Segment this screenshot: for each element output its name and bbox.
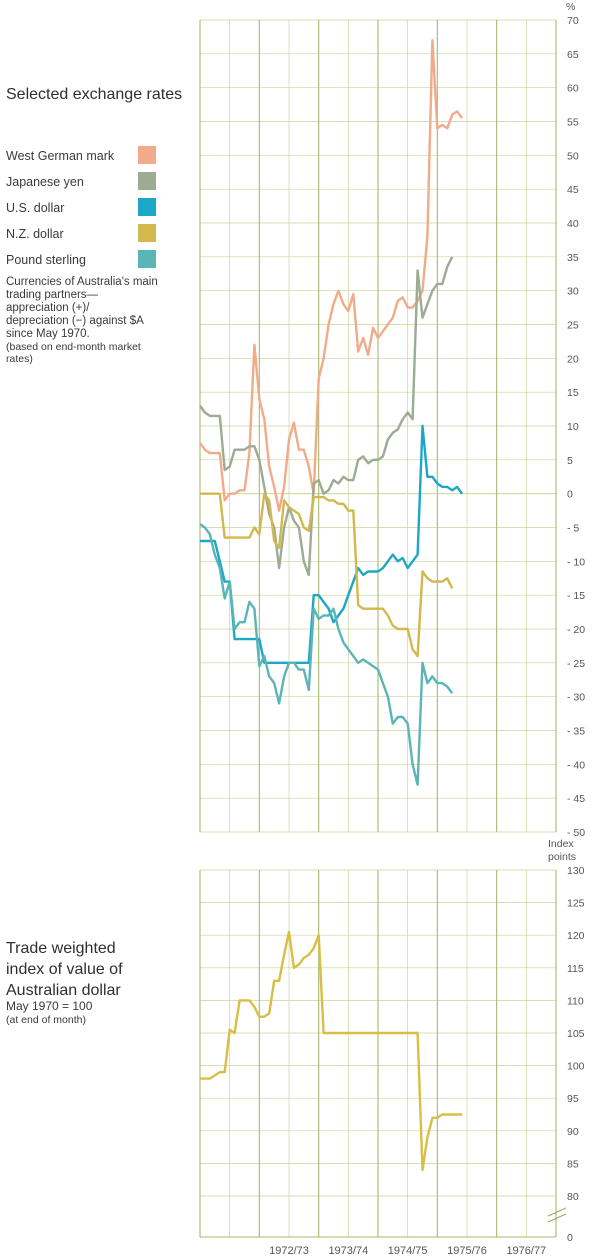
exchange-rates-description: Currencies of Australia's main trading p… <box>6 276 158 365</box>
y-unit-label: % <box>566 1 575 13</box>
legend-label: N.Z. dollar <box>6 227 64 241</box>
index-title-line: index of value of <box>6 961 123 978</box>
y-tick-label: - 20 <box>567 624 585 636</box>
index-title-line: Trade weighted <box>6 940 116 957</box>
y-tick-label: 25 <box>567 320 579 332</box>
x-tick-label: 1976/77 <box>506 1245 546 1257</box>
legend-label: U.S. dollar <box>6 201 65 215</box>
y-tick-label: - 35 <box>567 726 585 738</box>
y-tick-label: 105 <box>567 1028 585 1040</box>
y-tick-label: 20 <box>567 353 579 365</box>
x-tick-label: 1973/74 <box>328 1245 368 1257</box>
exchange-rate-grid <box>199 19 557 833</box>
y-tick-label: - 40 <box>567 759 585 771</box>
x-tick-label: 1974/75 <box>388 1245 428 1257</box>
index-title-line: Australian dollar <box>6 982 121 999</box>
y-tick-label: 40 <box>567 218 579 230</box>
y-tick-label: 10 <box>567 421 579 433</box>
x-tick-label: 1975/76 <box>447 1245 487 1257</box>
series-line <box>199 256 454 577</box>
series-line <box>199 39 464 512</box>
y-tick-label: 55 <box>567 117 579 129</box>
y-tick-label: 70 <box>567 15 579 27</box>
legend-label: Japanese yen <box>6 175 84 189</box>
series-line <box>200 492 454 658</box>
legend-label: Pound sterling <box>6 253 86 267</box>
axis-break-mark <box>547 1207 567 1217</box>
y-tick-label: - 30 <box>567 692 585 704</box>
y-tick-label: 95 <box>567 1093 579 1105</box>
index-lines <box>200 930 463 1172</box>
y-tick-label: 125 <box>567 898 585 910</box>
y-tick-label: 0 <box>567 489 573 501</box>
y-tick-label: 130 <box>567 865 585 877</box>
y-tick-label: 30 <box>567 286 579 298</box>
y-tick-label: 5 <box>567 455 573 467</box>
index-grid <box>199 869 567 1238</box>
index-subtitle: May 1970 = 100 <box>6 999 93 1013</box>
legend-swatch-gbp <box>138 250 156 268</box>
series-line <box>199 523 454 786</box>
exchange-rate-lines <box>199 39 464 786</box>
y-tick-label: 110 <box>567 995 584 1007</box>
y-tick-label: - 25 <box>567 658 585 670</box>
y-tick-label: 65 <box>567 49 579 61</box>
legend-label: West German mark <box>6 149 115 163</box>
x-tick-label: 1972/73 <box>269 1245 309 1257</box>
y-tick-label: - 10 <box>567 556 585 568</box>
y-unit-label: Index <box>548 838 574 850</box>
y-tick-label: 80 <box>567 1191 579 1203</box>
y-tick-label: 85 <box>567 1158 579 1170</box>
index-y-axis: 130 125 120 115 110 105 100 95 90 85 80 Indexpoints… <box>548 838 585 1244</box>
y-tick-label: 120 <box>567 930 585 942</box>
y-tick-label: 15 <box>567 387 579 399</box>
description-line: depreciation (−) against $A <box>6 315 144 327</box>
legend-swatch-usd <box>138 198 156 216</box>
y-tick-label: 45 <box>567 184 579 196</box>
legend-swatch-mark <box>138 146 156 164</box>
description-line: appreciation (+)/ <box>6 302 90 314</box>
y-tick-label: - 15 <box>567 590 585 602</box>
y-tick-label: - 5 <box>567 523 579 535</box>
description-line: trading partners— <box>6 289 99 301</box>
y-tick-label: - 45 <box>567 793 585 805</box>
index-note: (at end of month) <box>6 1014 86 1026</box>
y-tick-label: - 50 <box>567 827 585 839</box>
description-line: since May 1970. <box>6 328 90 340</box>
y-tick-label: 90 <box>567 1126 579 1138</box>
axis-break-mark <box>547 1213 567 1223</box>
note-line: rates) <box>6 353 33 365</box>
series-line <box>200 930 463 1172</box>
y-tick-label: 0 <box>567 1232 573 1244</box>
index-title: Trade weighted index of value of Austral… <box>6 938 123 1001</box>
y-tick-label: 35 <box>567 252 579 264</box>
exchange-rates-title: Selected exchange rates <box>6 86 183 103</box>
series-line <box>200 424 464 664</box>
legend-swatch-nzd <box>138 224 156 242</box>
y-unit-label: points <box>548 851 576 863</box>
y-tick-label: 115 <box>567 963 584 975</box>
description-line: Currencies of Australia's main <box>6 276 158 288</box>
y-tick-label: 100 <box>567 1061 585 1073</box>
y-tick-label: 60 <box>567 83 579 95</box>
x-axis: 1972/73 1973/74 1974/75 1975/76 1976/77 <box>269 1245 546 1257</box>
note-line: (based on end-month market <box>6 341 141 353</box>
y-tick-label: 50 <box>567 150 579 162</box>
legend-swatch-yen <box>138 172 156 190</box>
